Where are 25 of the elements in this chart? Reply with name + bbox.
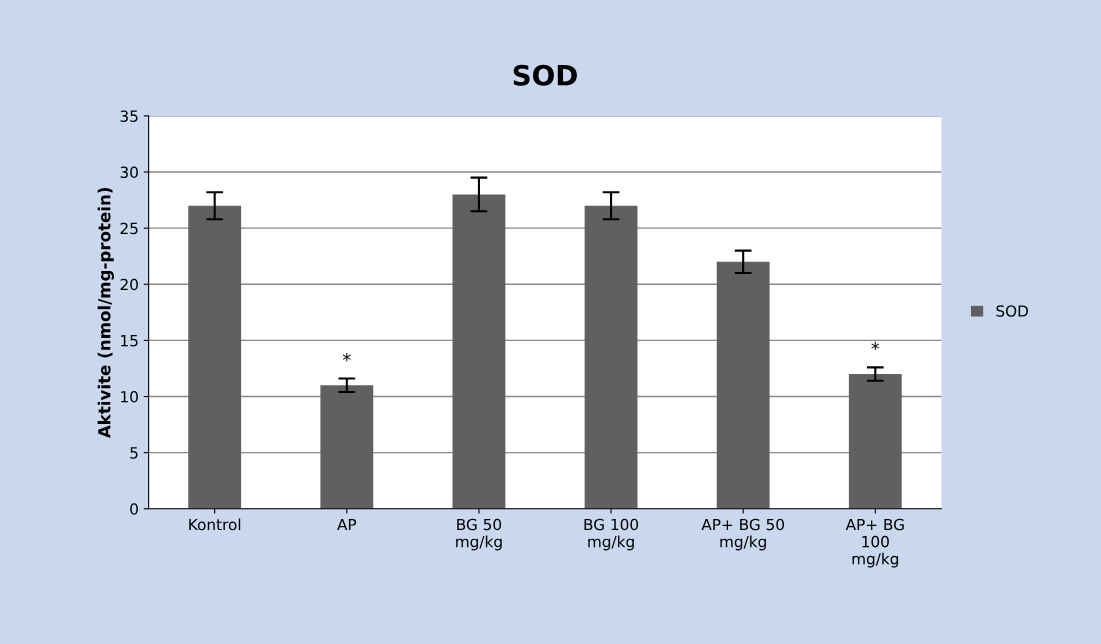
x-tick-label: AP [337, 518, 357, 531]
x-tick-label: BG 100 mg/kg [584, 518, 639, 551]
annotation: * [342, 353, 351, 362]
y-axis-title: Aktivite (nmol/mg-protein) [97, 187, 114, 439]
bar [584, 205, 638, 509]
x-tick-label: AP+ BG 100 mg/kg [845, 518, 904, 568]
y-tick-label: 30 [120, 166, 138, 179]
y-tick-label: 35 [120, 110, 138, 122]
bar [716, 261, 770, 509]
y-tick-label: 10 [121, 390, 138, 403]
x-tick-label: BG 50 mg/kg [456, 518, 502, 551]
x-tick-label: AP+ BG 50 mg/kg [701, 518, 784, 551]
x-tick-label: Kontrol [189, 518, 241, 531]
legend-label: SOD [996, 305, 1028, 317]
bar [320, 385, 374, 509]
annotation: * [871, 341, 880, 351]
y-tick-label: 0 [130, 503, 138, 515]
chart-title: SOD [513, 64, 577, 86]
y-tick-label: 20 [120, 278, 138, 291]
y-tick-label: 5 [130, 447, 138, 459]
bar [452, 194, 506, 509]
y-tick-label: 15 [121, 335, 138, 347]
bar [848, 374, 902, 509]
bar [188, 205, 242, 509]
y-tick-label: 25 [120, 222, 138, 235]
